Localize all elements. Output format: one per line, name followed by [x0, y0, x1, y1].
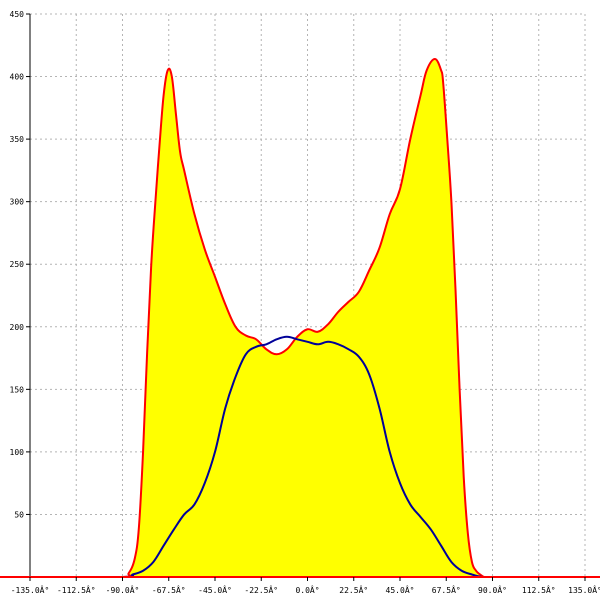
series-line-1 [30, 335, 585, 579]
y-tick-label: 300 [10, 198, 25, 207]
x-tick-label: 0.0Â° [295, 584, 319, 595]
plot-area [30, 58, 585, 579]
y-tick-label: 150 [10, 385, 25, 394]
y-tick-label: 450 [10, 10, 25, 19]
x-tick-label: -90.0Â° [106, 584, 140, 595]
y-tick-label: 350 [10, 135, 25, 144]
x-tick-label: 90.0Â° [478, 584, 507, 595]
tick-labels: 50 100 150 200 250 300 350 400 450 -135.0Â° -112.5… [10, 10, 600, 595]
axes [0, 13, 600, 581]
series-line-0 [30, 58, 585, 579]
y-tick-label: 250 [10, 260, 25, 269]
y-tick-label: 50 [14, 510, 24, 519]
x-tick-label: -45.0Â° [198, 584, 232, 595]
series-area-0 [30, 59, 585, 578]
x-tick-label: 67.5Â° [432, 584, 461, 595]
x-tick-label: -112.5Â° [57, 584, 96, 595]
x-tick-label: 112.5Â° [522, 584, 556, 595]
y-tick-label: 200 [10, 323, 25, 332]
y-tick-label: 400 [10, 73, 25, 82]
x-tick-label: -135.0Â° [11, 584, 50, 595]
x-tick-label: -22.5Â° [244, 584, 278, 595]
x-tick-label: 22.5Â° [339, 584, 368, 595]
y-tick-label: 100 [10, 448, 25, 457]
x-tick-label: 135.0Â° [568, 584, 600, 595]
x-tick-label: 45.0Â° [386, 584, 415, 595]
x-tick-label: -67.5Â° [152, 584, 186, 595]
